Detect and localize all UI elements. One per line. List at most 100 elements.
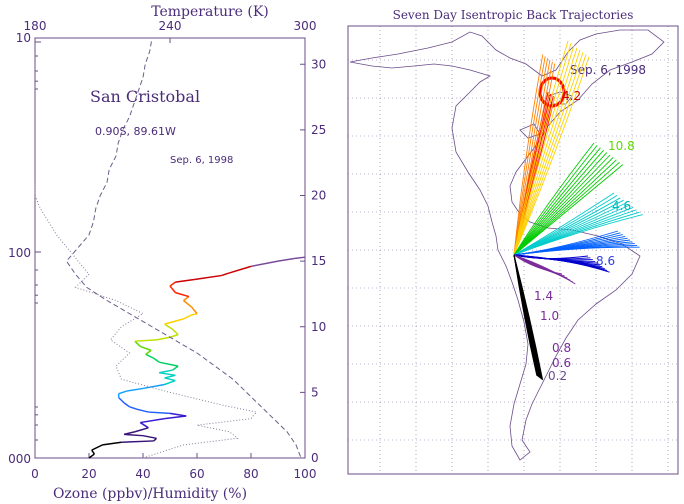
trajectory-line bbox=[513, 164, 624, 256]
ozone-segment bbox=[183, 314, 192, 320]
ozone-segment bbox=[175, 291, 190, 298]
ozone-segment bbox=[169, 412, 187, 417]
right-tick-label: 0 bbox=[311, 451, 319, 465]
ozone-segment bbox=[164, 415, 187, 420]
top-axis-label: Temperature (K) bbox=[151, 4, 269, 20]
trajectory-line bbox=[513, 47, 578, 256]
trajectory-line bbox=[513, 246, 640, 256]
ozone-segment bbox=[123, 402, 130, 408]
ozone-segment bbox=[134, 340, 141, 347]
trajectory-line bbox=[513, 54, 544, 256]
trajectory-label: 10.8 bbox=[608, 139, 635, 153]
trajectory-line bbox=[513, 45, 575, 256]
ozone-segment bbox=[221, 272, 230, 277]
ozone-segment bbox=[169, 333, 179, 338]
trajectory-label: 0.2 bbox=[548, 369, 567, 383]
ozone-segment bbox=[169, 285, 176, 294]
trajectory-line bbox=[513, 59, 551, 256]
ozone-segment bbox=[191, 306, 198, 315]
trajectory-line bbox=[513, 43, 572, 256]
ozone-segment bbox=[118, 397, 125, 404]
ozone-segment bbox=[142, 383, 165, 390]
trajectory-map: Seven Day Isentropic Back Trajectories S… bbox=[347, 8, 679, 475]
right-tick-label: 20 bbox=[311, 189, 326, 203]
ozone-segment bbox=[134, 339, 157, 342]
ozone-segment bbox=[294, 256, 306, 260]
ozone-segment bbox=[137, 408, 149, 413]
trajectory-line bbox=[513, 54, 587, 256]
trajectory-line bbox=[513, 254, 544, 381]
bottom-axis-label: Ozone (ppbv)/Humidity (%) bbox=[53, 486, 247, 502]
ozone-segment bbox=[175, 278, 195, 283]
right-tick-label: 5 bbox=[311, 385, 319, 399]
ozone-segment bbox=[164, 379, 176, 386]
ozone-segment bbox=[164, 318, 184, 325]
trajectories bbox=[513, 40, 643, 381]
trajectory-line bbox=[513, 159, 617, 256]
ozone-segment bbox=[139, 421, 149, 429]
bottom-tick-label: 20 bbox=[81, 467, 96, 481]
trajectory-label: 1.4 bbox=[534, 289, 553, 303]
top-tick-label: 240 bbox=[159, 19, 182, 33]
ozone-segment bbox=[91, 444, 103, 451]
trajectory-line bbox=[513, 40, 569, 256]
trajectory-label: 4.6 bbox=[612, 199, 631, 213]
ozone-segment bbox=[191, 312, 198, 316]
profile-ticks: 0 20 40 60 80 100 180 240 300 0 5 10 15 20 25 30 10 100 00… bbox=[8, 19, 326, 481]
map-title: Seven Day Isentropic Back Trajectories bbox=[393, 8, 634, 22]
top-tick-label: 180 bbox=[24, 19, 47, 33]
ozone-segment bbox=[118, 390, 128, 395]
temperature-line bbox=[65, 37, 301, 457]
trajectory-line bbox=[513, 52, 584, 256]
ozone-segment bbox=[123, 431, 136, 436]
left-tick-label: 100 bbox=[8, 246, 31, 260]
trajectory-label: 4.2 bbox=[562, 89, 581, 103]
ozone-segment bbox=[102, 441, 122, 446]
ozone-segment bbox=[153, 357, 160, 363]
ozone-segment bbox=[145, 353, 155, 359]
map-grid bbox=[348, 26, 678, 474]
trajectory-line bbox=[513, 254, 610, 273]
trajectory-line bbox=[513, 142, 595, 256]
right-tick-label: 10 bbox=[311, 320, 326, 334]
right-tick-label: 15 bbox=[311, 254, 326, 268]
ozone-segment bbox=[140, 417, 165, 424]
humidity-line bbox=[34, 182, 258, 459]
trajectory-line bbox=[513, 56, 546, 256]
trajectory-line bbox=[513, 145, 598, 256]
top-tick-label: 300 bbox=[294, 19, 317, 33]
left-tick-label: 10 bbox=[16, 31, 31, 45]
americas-coastline bbox=[349, 29, 665, 461]
bottom-tick-label: 40 bbox=[135, 467, 150, 481]
trajectory-label: 8.6 bbox=[596, 254, 615, 268]
ozone-segment bbox=[194, 274, 222, 281]
bottom-tick-label: 0 bbox=[31, 467, 39, 481]
trajectory-line bbox=[513, 56, 590, 256]
ozone-segment bbox=[229, 265, 252, 274]
left-tick-label: 000 bbox=[8, 452, 31, 466]
ozone-segment bbox=[164, 377, 176, 382]
ozone-segment bbox=[250, 260, 279, 268]
right-tick-label: 30 bbox=[311, 57, 326, 71]
trajectory-line bbox=[513, 147, 601, 256]
station-coordinates: 0.90S, 89.61W bbox=[95, 125, 176, 138]
bottom-tick-label: 80 bbox=[243, 467, 258, 481]
profile-series bbox=[34, 37, 306, 459]
ozone-segment bbox=[183, 299, 193, 308]
trajectory-label: 0.8 bbox=[552, 341, 571, 355]
ozone-segment bbox=[172, 365, 179, 371]
ozone-segment bbox=[169, 281, 176, 287]
ozone-segment bbox=[159, 361, 179, 367]
ozone-segment bbox=[124, 433, 144, 437]
bottom-tick-label: 100 bbox=[294, 467, 317, 481]
trajectory-line bbox=[513, 152, 608, 256]
trajectory-line bbox=[513, 58, 549, 256]
ozone-segment bbox=[164, 323, 174, 331]
ozone-segment bbox=[159, 371, 176, 377]
trajectory-label: 1.0 bbox=[540, 309, 559, 323]
trajectory-labels: 4.2 10.8 4.6 8.6 1.4 1.0 0.80.60.2 bbox=[534, 89, 635, 383]
profile-chart: Temperature (K) Ozone (ppbv)/Humidity (%… bbox=[8, 4, 326, 502]
station-name: San Cristobal bbox=[90, 87, 200, 106]
ozone-segment bbox=[91, 449, 96, 455]
